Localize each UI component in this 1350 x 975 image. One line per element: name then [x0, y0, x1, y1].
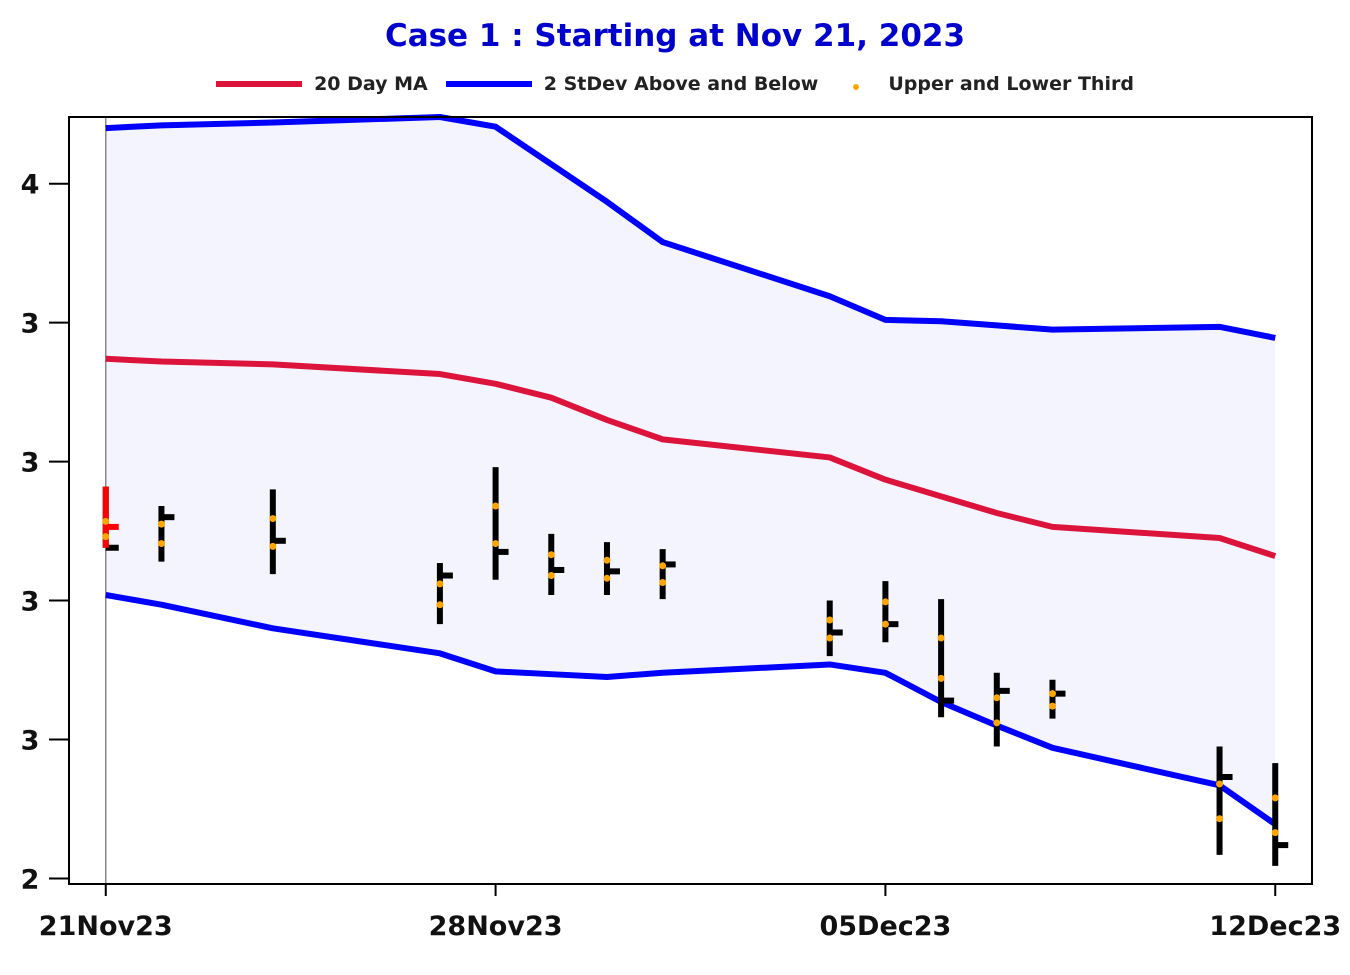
lower-third-dot [1216, 815, 1224, 823]
upper-third-dot [157, 520, 165, 528]
series-20-day-ma [105, 355, 1277, 559]
price-bar [826, 600, 843, 657]
upper-third-dot [993, 694, 1001, 702]
price-bar [436, 563, 453, 625]
y-tick-label: 2 [21, 864, 40, 895]
upper-third-dot [1271, 794, 1279, 802]
price-bar [603, 542, 620, 595]
series-lower-band [105, 592, 1277, 827]
y-tick-label: 4 [21, 170, 40, 201]
legend-item-band: 2 StDev Above and Below [445, 73, 819, 95]
price-bar [1216, 746, 1233, 855]
price-bar [269, 489, 286, 575]
upper-third-dot [1216, 780, 1224, 788]
x-tick-label: 28Nov23 [429, 911, 563, 942]
x-tick-label: 05Dec23 [819, 911, 951, 942]
lower-third-dot [603, 574, 611, 582]
price-bar [547, 533, 565, 595]
legend-label-ma: 20 Day MA [314, 73, 428, 95]
upper-third-dot [881, 598, 889, 606]
price-bar [102, 486, 119, 551]
lower-third-dot [826, 634, 834, 642]
price-bar [157, 506, 175, 562]
lower-third-dot [881, 620, 889, 628]
x-tick-label: 12Dec23 [1209, 911, 1341, 942]
lower-third-dot [547, 572, 555, 580]
lower-third-dot [157, 540, 165, 548]
lower-third-dot [102, 533, 110, 541]
upper-third-dot [603, 556, 611, 564]
y-tick-label: 3 [21, 448, 40, 479]
legend: 20 Day MA 2 StDev Above and Below Upper … [0, 70, 1350, 98]
legend-label-thirds: Upper and Lower Third [888, 73, 1134, 95]
upper-third-dot [937, 634, 945, 642]
plot-frame [68, 116, 1313, 885]
price-bar [993, 672, 1010, 747]
legend-item-thirds: Upper and Lower Third [836, 73, 1134, 95]
price-bar [881, 581, 899, 643]
lower-third-dot [937, 674, 945, 682]
price-bar [492, 467, 509, 580]
legend-swatch-ma [216, 81, 303, 87]
upper-third-dot [102, 517, 110, 525]
price-bar [659, 549, 676, 600]
upper-third-dot [659, 562, 667, 570]
legend-label-band: 2 StDev Above and Below [543, 73, 819, 95]
lower-third-dot [492, 540, 500, 548]
upper-third-dot [826, 616, 834, 624]
legend-swatch-thirds [836, 73, 876, 95]
legend-swatch-band [445, 81, 532, 87]
lower-third-dot [659, 578, 667, 586]
legend-item-ma: 20 Day MA [216, 73, 428, 95]
lower-third-dot [1048, 702, 1056, 710]
lower-third-dot [1271, 829, 1279, 837]
lower-third-dot [436, 601, 444, 609]
y-tick-label: 3 [21, 725, 40, 756]
lower-third-dot [993, 719, 1001, 727]
y-tick-label: 3 [21, 309, 40, 340]
upper-third-dot [269, 515, 277, 523]
price-bar [1048, 679, 1066, 719]
lower-third-dot [269, 542, 277, 550]
price-bar [937, 599, 955, 718]
chart-title: Case 1 : Starting at Nov 21, 2023 [384, 18, 966, 54]
x-tick-label: 21Nov23 [39, 911, 173, 942]
upper-third-dot [547, 551, 555, 559]
y-tick-label: 3 [21, 587, 40, 618]
series-upper-band [105, 114, 1276, 341]
band-fill [105, 117, 1276, 825]
upper-third-dot [436, 580, 444, 588]
price-bar [1271, 763, 1289, 866]
upper-third-dot [492, 502, 500, 510]
upper-third-dot [1048, 690, 1056, 698]
